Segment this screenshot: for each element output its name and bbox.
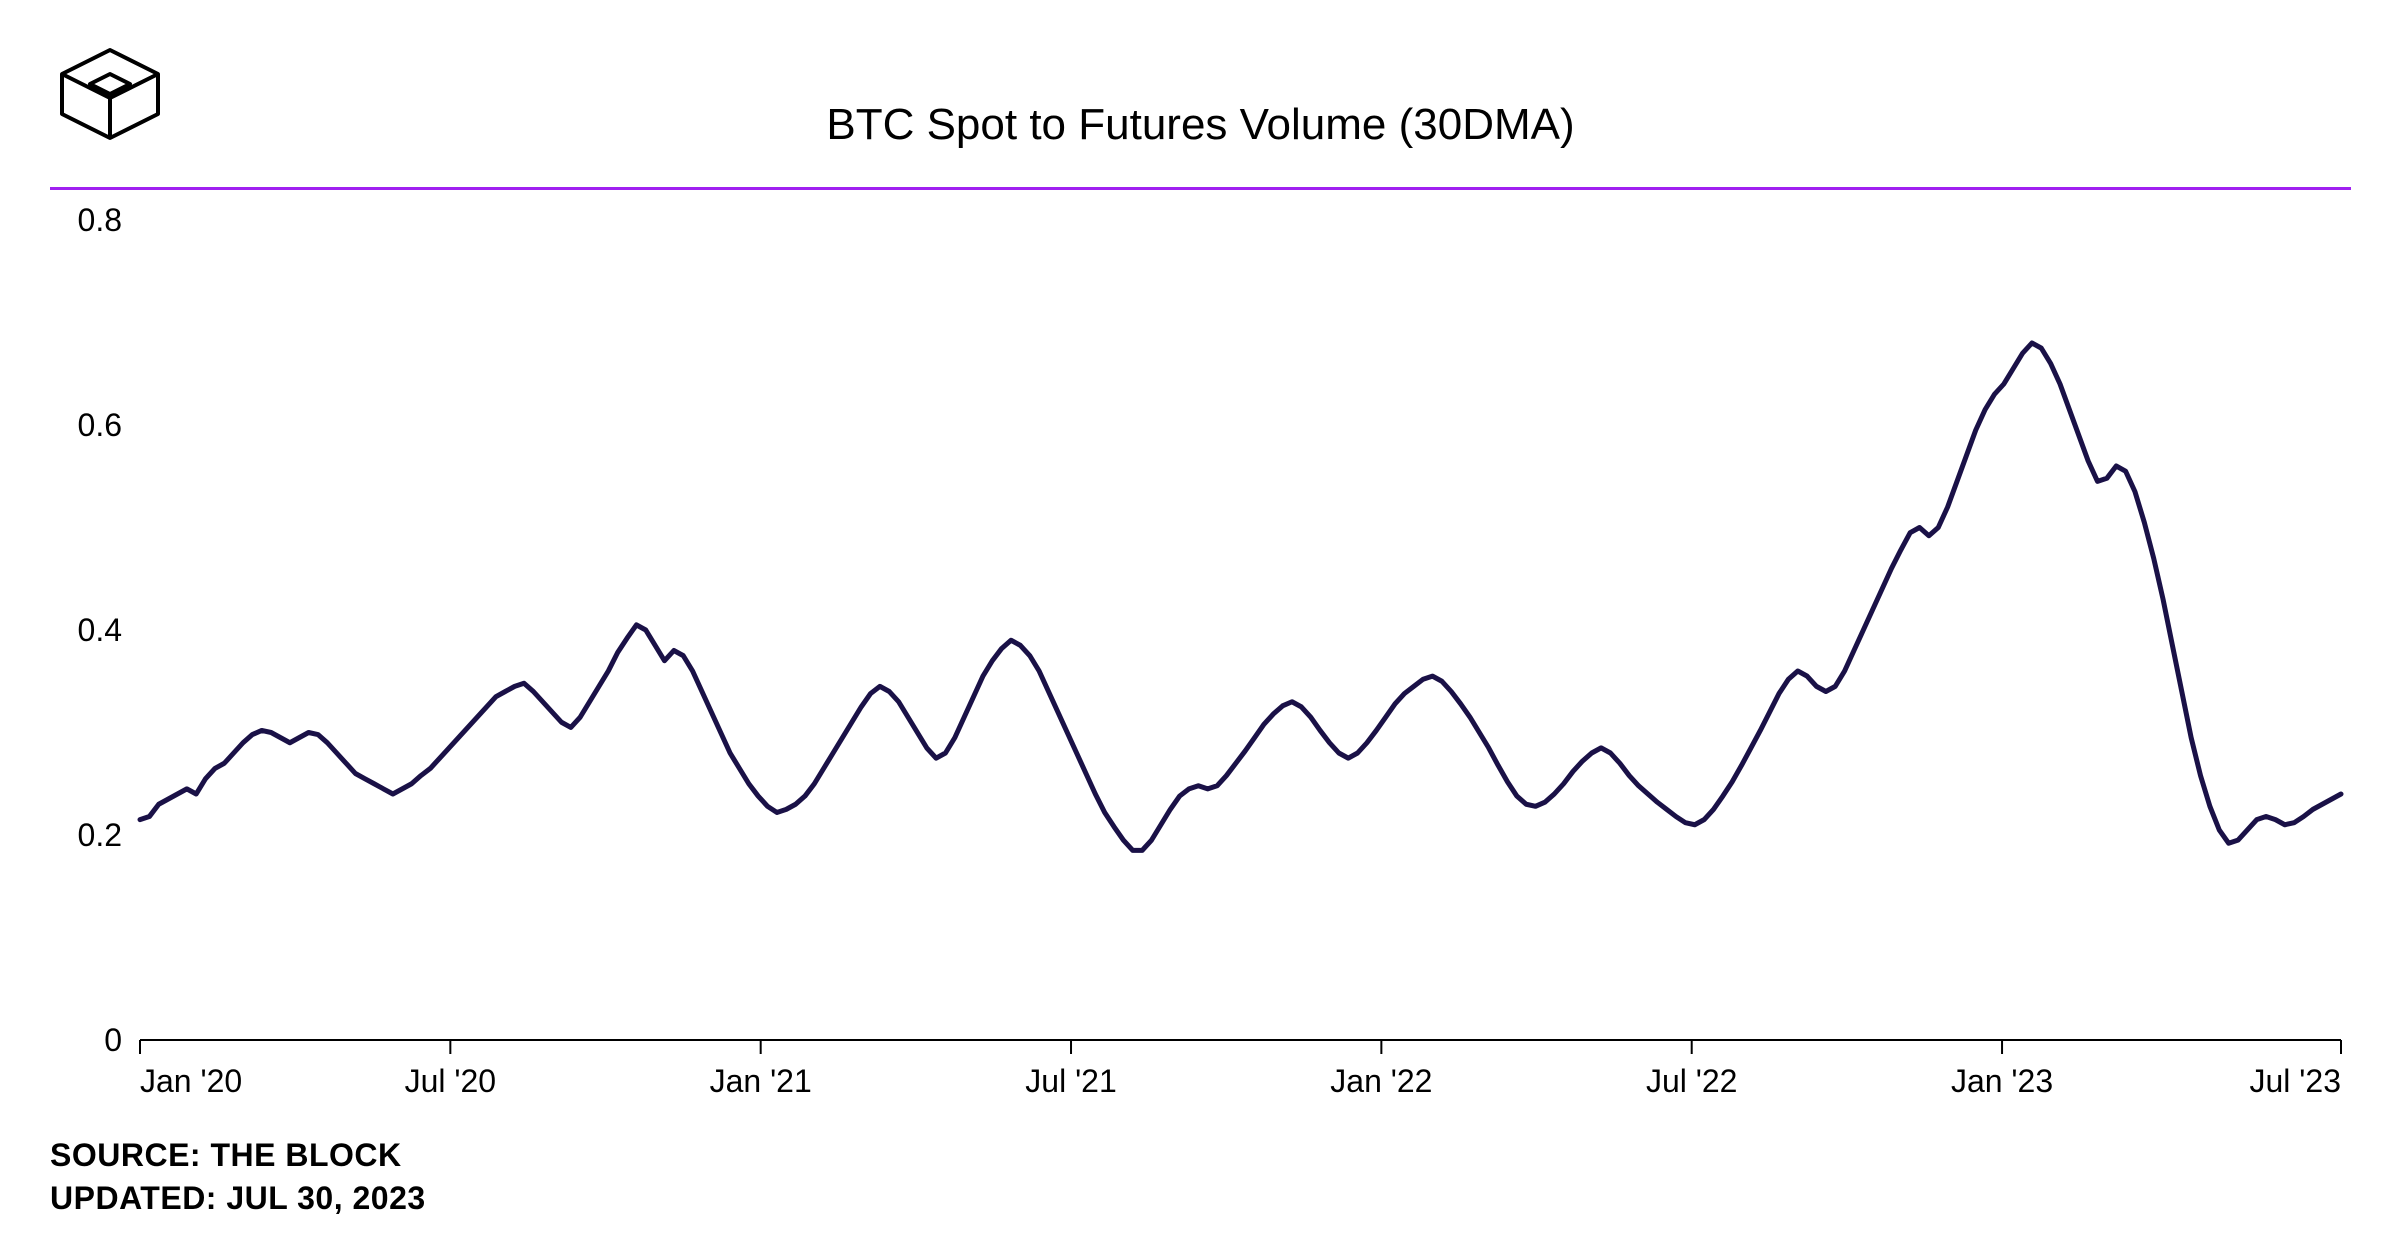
svg-text:0.4: 0.4 (78, 612, 122, 648)
updated-value: JUL 30, 2023 (226, 1180, 425, 1216)
svg-text:Jan '21: Jan '21 (710, 1063, 812, 1099)
source-label: SOURCE: (50, 1137, 201, 1173)
brand-logo (50, 42, 170, 147)
chart-plot-area: 0 0.2 0.4 0.6 0.8 Jan '20 Jul '20 Jan '21 Jul '2… (50, 190, 2351, 1120)
svg-text:0.2: 0.2 (78, 817, 122, 853)
source-line: SOURCE: THE BLOCK (50, 1134, 426, 1177)
svg-text:Jul '21: Jul '21 (1025, 1063, 1117, 1099)
svg-text:Jan '20: Jan '20 (140, 1063, 242, 1099)
line-chart-svg: 0 0.2 0.4 0.6 0.8 Jan '20 Jul '20 Jan '21 Jul '2… (50, 190, 2351, 1120)
updated-label: UPDATED: (50, 1180, 217, 1216)
chart-header: BTC Spot to Futures Volume (30DMA) (0, 0, 2401, 190)
updated-line: UPDATED: JUL 30, 2023 (50, 1177, 426, 1220)
svg-text:Jul '20: Jul '20 (405, 1063, 497, 1099)
cube-logo-icon (50, 42, 170, 142)
svg-text:Jan '23: Jan '23 (1951, 1063, 2053, 1099)
chart-title: BTC Spot to Futures Volume (30DMA) (50, 40, 2351, 150)
svg-text:Jul '23: Jul '23 (2250, 1063, 2342, 1099)
svg-text:Jul '22: Jul '22 (1646, 1063, 1738, 1099)
svg-text:0: 0 (104, 1022, 122, 1058)
svg-text:0.8: 0.8 (78, 202, 122, 238)
source-value: THE BLOCK (210, 1137, 401, 1173)
svg-text:Jan '22: Jan '22 (1330, 1063, 1432, 1099)
svg-text:0.6: 0.6 (78, 407, 122, 443)
chart-footer: SOURCE: THE BLOCK UPDATED: JUL 30, 2023 (50, 1134, 426, 1220)
